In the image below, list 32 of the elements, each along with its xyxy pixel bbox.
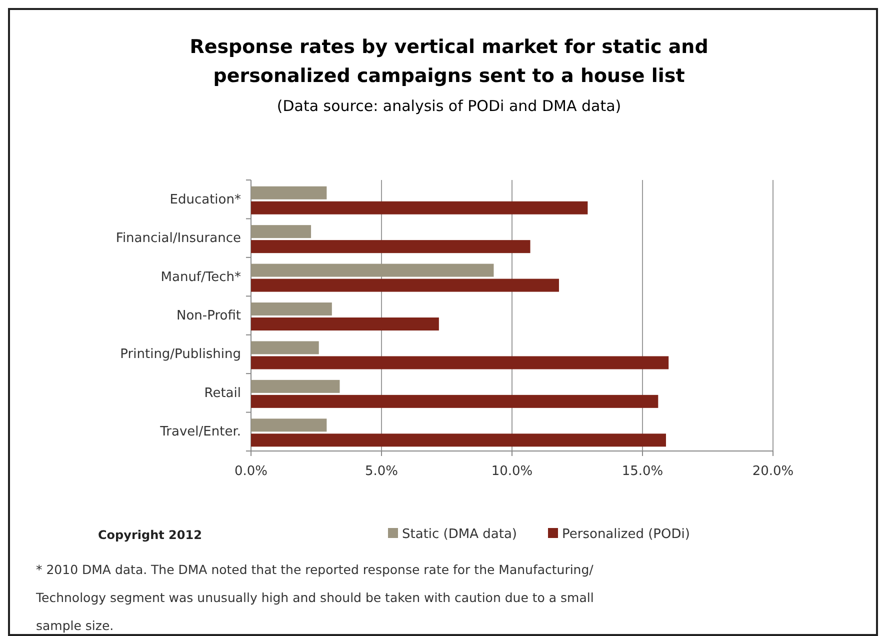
bar xyxy=(251,394,658,408)
bar xyxy=(251,341,319,354)
chart-subtitle: (Data source: analysis of PODi and DMA data) xyxy=(276,97,622,115)
bar xyxy=(251,186,327,200)
y-tick-label: Non-Profit xyxy=(176,308,241,324)
y-tick-label: Printing/Publishing xyxy=(120,347,241,362)
x-tick-label: 20.0% xyxy=(752,464,794,479)
legend-label: Personalized (PODi) xyxy=(562,527,690,542)
x-tick-label: 10.0% xyxy=(491,464,533,479)
bar xyxy=(251,201,588,214)
y-tick-label: Financial/Insurance xyxy=(116,231,241,246)
text: Copyright 2012 xyxy=(98,528,202,542)
x-tick-label: 0.0% xyxy=(234,464,268,479)
y-tick-label: Travel/Enter. xyxy=(159,424,241,440)
y-tick-label: Manuf/Tech* xyxy=(160,270,242,285)
bar xyxy=(251,302,332,316)
y-tick-label: Retail xyxy=(204,386,241,401)
x-tick-label: 15.0% xyxy=(622,464,664,479)
y-tick-label: Education* xyxy=(170,192,242,208)
bar xyxy=(251,278,559,292)
bar xyxy=(251,380,340,393)
chart-title: Response rates by vertical market for static and personalized campaigns sent to a house list xyxy=(190,36,708,87)
bar xyxy=(251,418,327,432)
bar xyxy=(251,264,494,277)
bar xyxy=(251,356,669,370)
bar xyxy=(251,225,312,238)
bar xyxy=(251,240,530,254)
legend-label: Static (DMA data) xyxy=(402,527,517,542)
x-tick-label: 5.0% xyxy=(364,464,398,479)
bar xyxy=(251,434,666,447)
bar xyxy=(251,318,439,330)
text: * 2010 DMA data. The DMA noted that the reported response rate for the Manufacturing/ Technology segment was unusually high and should be taken with caution due to a small sample size. xyxy=(35,562,594,633)
